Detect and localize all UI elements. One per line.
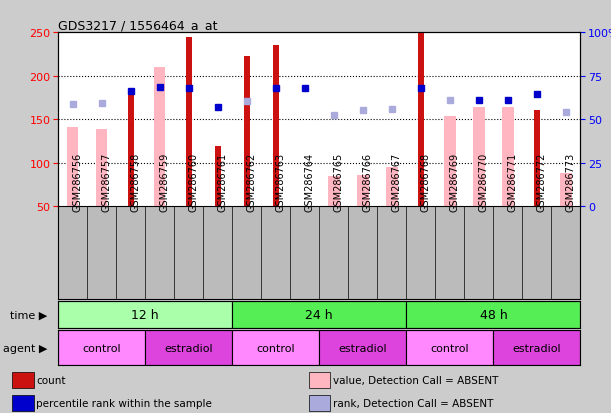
Text: GSM286759: GSM286759 <box>159 152 170 211</box>
Text: GSM286772: GSM286772 <box>537 152 547 211</box>
Text: value, Detection Call = ABSENT: value, Detection Call = ABSENT <box>333 375 498 385</box>
Bar <box>493 330 580 366</box>
Text: GSM286758: GSM286758 <box>131 152 141 211</box>
Text: GSM286766: GSM286766 <box>363 152 373 211</box>
Text: GSM286768: GSM286768 <box>421 152 431 211</box>
Bar <box>273 46 279 206</box>
Bar <box>309 395 331 411</box>
Bar <box>444 116 456 206</box>
Bar <box>534 111 540 206</box>
Text: GSM286763: GSM286763 <box>276 152 286 211</box>
Text: GSM286767: GSM286767 <box>392 152 402 211</box>
Text: GDS3217 / 1556464_a_at: GDS3217 / 1556464_a_at <box>58 19 218 32</box>
Bar <box>502 108 514 206</box>
Bar <box>244 57 250 206</box>
Text: GSM286765: GSM286765 <box>334 152 344 211</box>
Text: rank, Detection Call = ABSENT: rank, Detection Call = ABSENT <box>333 398 493 408</box>
Bar <box>386 168 398 206</box>
Bar <box>58 330 145 366</box>
Bar <box>328 177 340 206</box>
Text: percentile rank within the sample: percentile rank within the sample <box>37 398 212 408</box>
Bar <box>128 95 134 206</box>
Text: time ▶: time ▶ <box>10 310 48 320</box>
Text: GSM286773: GSM286773 <box>566 152 576 211</box>
Bar <box>309 372 331 388</box>
Bar <box>319 330 406 366</box>
Text: GSM286761: GSM286761 <box>218 152 228 211</box>
Bar <box>145 330 232 366</box>
Bar <box>96 129 108 206</box>
Text: agent ▶: agent ▶ <box>3 343 48 353</box>
Text: GSM286762: GSM286762 <box>247 152 257 211</box>
Text: 12 h: 12 h <box>131 309 159 321</box>
Text: estradiol: estradiol <box>164 343 213 353</box>
Bar <box>560 173 572 206</box>
Text: control: control <box>82 343 121 353</box>
Text: estradiol: estradiol <box>338 343 387 353</box>
Bar <box>186 38 191 206</box>
Bar <box>406 330 493 366</box>
Bar <box>215 147 221 206</box>
Bar <box>232 330 319 366</box>
Text: GSM286757: GSM286757 <box>101 152 112 211</box>
Text: GSM286764: GSM286764 <box>305 152 315 211</box>
Bar <box>232 301 406 328</box>
Bar <box>154 68 166 206</box>
Text: 24 h: 24 h <box>306 309 333 321</box>
Text: GSM286756: GSM286756 <box>73 152 82 211</box>
Bar <box>406 301 580 328</box>
Text: control: control <box>257 343 295 353</box>
Text: control: control <box>431 343 469 353</box>
Text: GSM286760: GSM286760 <box>189 152 199 211</box>
Text: GSM286769: GSM286769 <box>450 152 460 211</box>
Bar <box>357 175 368 206</box>
Bar <box>418 33 423 206</box>
Text: GSM286771: GSM286771 <box>508 152 518 211</box>
Bar <box>67 128 78 206</box>
Text: count: count <box>37 375 66 385</box>
Text: estradiol: estradiol <box>513 343 562 353</box>
Bar <box>12 372 34 388</box>
Text: GSM286770: GSM286770 <box>479 152 489 211</box>
Bar <box>473 108 485 206</box>
Bar <box>58 301 232 328</box>
Bar <box>12 395 34 411</box>
Text: 48 h: 48 h <box>480 309 507 321</box>
